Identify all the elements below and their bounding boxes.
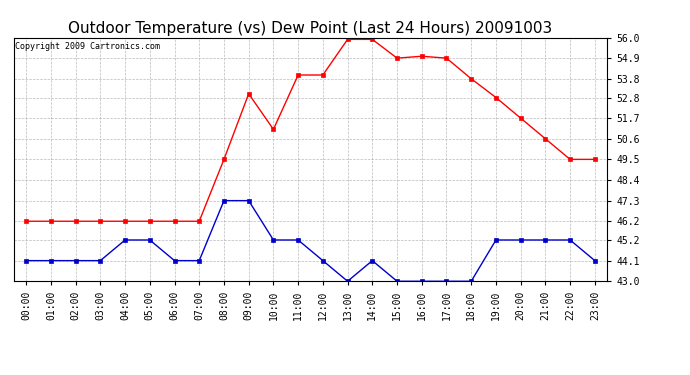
Text: Copyright 2009 Cartronics.com: Copyright 2009 Cartronics.com xyxy=(15,42,160,51)
Title: Outdoor Temperature (vs) Dew Point (Last 24 Hours) 20091003: Outdoor Temperature (vs) Dew Point (Last… xyxy=(68,21,553,36)
